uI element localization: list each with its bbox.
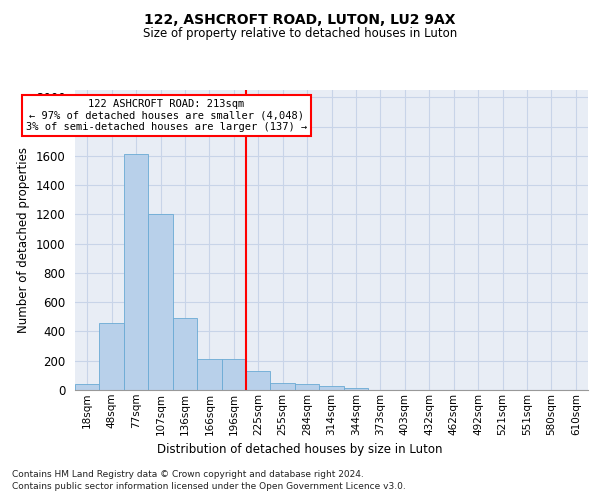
- Text: 122, ASHCROFT ROAD, LUTON, LU2 9AX: 122, ASHCROFT ROAD, LUTON, LU2 9AX: [144, 12, 456, 26]
- Bar: [148, 214, 173, 390]
- Bar: [344, 388, 368, 390]
- Text: 122 ASHCROFT ROAD: 213sqm
← 97% of detached houses are smaller (4,048)
3% of sem: 122 ASHCROFT ROAD: 213sqm ← 97% of detac…: [26, 99, 307, 132]
- Text: Contains public sector information licensed under the Open Government Licence v3: Contains public sector information licen…: [12, 482, 406, 491]
- Bar: [295, 384, 319, 390]
- Text: Contains HM Land Registry data © Crown copyright and database right 2024.: Contains HM Land Registry data © Crown c…: [12, 470, 364, 479]
- Bar: [173, 318, 197, 390]
- Y-axis label: Number of detached properties: Number of detached properties: [17, 147, 30, 333]
- Bar: [271, 382, 295, 390]
- Bar: [221, 358, 246, 390]
- Bar: [197, 358, 221, 390]
- Text: Size of property relative to detached houses in Luton: Size of property relative to detached ho…: [143, 28, 457, 40]
- Bar: [319, 386, 344, 390]
- Bar: [246, 371, 271, 390]
- Text: Distribution of detached houses by size in Luton: Distribution of detached houses by size …: [157, 442, 443, 456]
- Bar: [75, 384, 100, 390]
- Bar: [100, 322, 124, 390]
- Bar: [124, 154, 148, 390]
